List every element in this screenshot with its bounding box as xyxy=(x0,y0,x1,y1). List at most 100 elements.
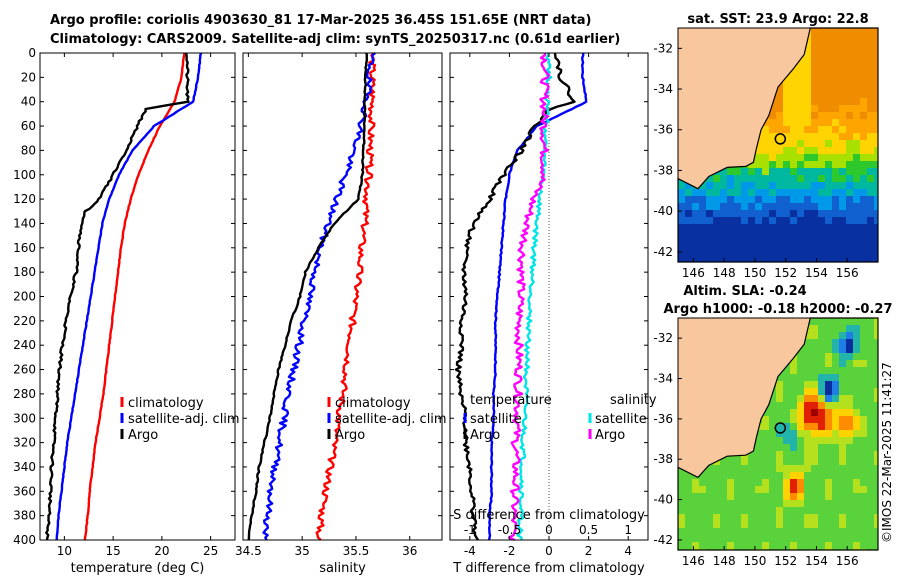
salinity-tick-label: 0.5 xyxy=(579,523,598,537)
y-tick-label: 260 xyxy=(13,363,36,377)
legend-label: Argo xyxy=(335,428,365,443)
map-y-tick-label: -36 xyxy=(653,412,673,426)
map-frame xyxy=(677,317,879,551)
salinity-tick-label: 1 xyxy=(624,523,632,537)
y-tick-label: 240 xyxy=(13,338,36,352)
map-x-tick-label: 148 xyxy=(713,266,736,280)
x-tick-label: 25 xyxy=(203,544,218,558)
map-x-tick-label: 150 xyxy=(743,554,766,568)
y-tick-label: 60 xyxy=(21,119,36,133)
map-y-tick-label: -40 xyxy=(653,493,673,507)
x-axis-label: salinity xyxy=(319,561,366,576)
series-line-argo xyxy=(45,52,190,541)
map-panel-4: 146 148 150 152 154 156 -32 -34 -36 -38 -40 -42 xyxy=(653,317,879,568)
y-tick-label: 20 xyxy=(21,70,36,84)
map-x-tick-label: 156 xyxy=(836,266,859,280)
series-line-climatology xyxy=(83,52,186,540)
map-x-tick-label: 146 xyxy=(682,554,705,568)
y-tick-label: 140 xyxy=(13,216,36,230)
map-y-tick-label: -36 xyxy=(653,123,673,137)
map-y-tick-label: -42 xyxy=(653,245,673,259)
figure-title-line2: Climatology: CARS2009. Satellite-adj cli… xyxy=(50,32,621,47)
x-tick-label: 34.5 xyxy=(235,544,262,558)
map-x-tick-label: 154 xyxy=(805,266,828,280)
map-y-tick-label: -42 xyxy=(653,533,673,547)
legend-header-salinity: salinity xyxy=(610,393,657,408)
argo-float-marker xyxy=(774,133,787,145)
map-x-tick-label: 156 xyxy=(836,554,859,568)
y-tick-label: 340 xyxy=(13,460,36,474)
profile-panel-2: -4 -2 0 2 4 T difference from climatology temp… xyxy=(449,52,657,576)
y-tick-label: 120 xyxy=(13,192,36,206)
x-tick-label: 35.5 xyxy=(343,544,370,558)
salinity-tick-label: 0 xyxy=(545,523,553,537)
x-axis-label: T difference from climatology xyxy=(452,561,645,576)
salinity-tick-label: -0.5 xyxy=(498,523,521,537)
x-tick-label: -2 xyxy=(503,544,515,558)
map-x-tick-label: 148 xyxy=(713,554,736,568)
figure-title-line1: Argo profile: coriolis 4903630_81 17-Mar… xyxy=(50,13,592,28)
legend-label: satellite xyxy=(470,412,522,427)
x-tick-label: 2 xyxy=(585,544,593,558)
y-tick-label: 80 xyxy=(21,143,36,157)
argo-float-marker xyxy=(774,422,787,434)
x-tick-label: 4 xyxy=(624,544,632,558)
x-tick-label: 36 xyxy=(402,544,417,558)
y-tick-label: 400 xyxy=(13,533,36,547)
y-tick-label: 360 xyxy=(13,484,36,498)
y-tick-label: 280 xyxy=(13,387,36,401)
y-tick-label: 0 xyxy=(28,46,36,60)
map-y-tick-label: -34 xyxy=(653,372,673,386)
map-y-tick-label: -32 xyxy=(653,41,673,55)
x-tick-label: 10 xyxy=(57,544,72,558)
map-x-tick-label: 152 xyxy=(774,266,797,280)
series-line-climatology xyxy=(315,52,377,541)
y-tick-label: 180 xyxy=(13,265,36,279)
map-x-tick-label: 146 xyxy=(682,266,705,280)
map-x-tick-label: 152 xyxy=(774,554,797,568)
map-frame xyxy=(677,27,879,263)
series-line-temperature-argo xyxy=(454,52,576,541)
legend-label: climatology xyxy=(128,396,204,411)
salinity-axis-label: S difference from climatology xyxy=(453,508,645,523)
map-panel-3: 146 148 150 152 154 156 -32 -34 -36 -38 -40 -42 xyxy=(653,27,879,280)
legend-label: climatology xyxy=(335,396,411,411)
y-tick-label: 40 xyxy=(21,95,36,109)
sla-map-title-line2: Argo h1000: -0.18 h2000: -0.27 xyxy=(663,302,892,317)
y-tick-label: 320 xyxy=(13,436,36,450)
y-tick-label: 220 xyxy=(13,314,36,328)
series-line-satellite-adj-clim xyxy=(55,52,203,541)
map-y-tick-label: -32 xyxy=(653,331,673,345)
legend-header-temperature: temperature xyxy=(470,393,552,408)
x-tick-label: 20 xyxy=(154,544,169,558)
y-tick-label: 380 xyxy=(13,509,36,523)
imos-credit: ©IMOS 22-Mar-2025 11:41:27 xyxy=(880,362,894,543)
x-tick-label: 35 xyxy=(295,544,310,558)
legend-label: satellite-adj. clim xyxy=(128,412,240,427)
series-line-salinity-argo xyxy=(507,52,550,542)
y-tick-label: 300 xyxy=(13,411,36,425)
legend-label: Argo xyxy=(128,428,158,443)
legend-label: Argo xyxy=(470,428,500,443)
x-axis-label: temperature (deg C) xyxy=(71,561,205,576)
legend-label: satellite-adj. clim xyxy=(335,412,447,427)
map-y-tick-label: -38 xyxy=(653,452,673,466)
legend-label: satellite xyxy=(595,412,647,427)
map-x-tick-label: 150 xyxy=(743,266,766,280)
profile-panel-0: 0 20 40 60 80 100 120 140 160 180 200 220 240 260 280 3… xyxy=(13,46,240,576)
x-tick-label: -4 xyxy=(464,544,476,558)
sla-map-title-line1: Altim. SLA: -0.24 xyxy=(683,284,806,299)
y-tick-label: 200 xyxy=(13,290,36,304)
map-x-tick-label: 154 xyxy=(805,554,828,568)
series-line-salinity-satellite xyxy=(516,52,553,540)
series-line-temperature-satellite xyxy=(487,52,588,541)
salinity-tick-label: -1 xyxy=(464,523,476,537)
map-y-tick-label: -38 xyxy=(653,163,673,177)
y-tick-label: 160 xyxy=(13,241,36,255)
x-tick-label: 0 xyxy=(545,544,553,558)
legend-label: Argo xyxy=(595,428,625,443)
series-line-argo xyxy=(247,52,369,541)
y-tick-label: 100 xyxy=(13,168,36,182)
x-tick-label: 15 xyxy=(105,544,120,558)
